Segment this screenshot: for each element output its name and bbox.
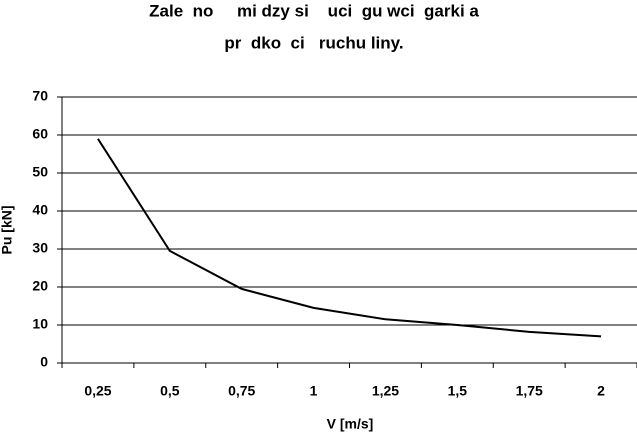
y-tick-label: 20	[32, 278, 48, 294]
y-tick-label: 50	[32, 164, 48, 180]
data-line	[97, 138, 602, 338]
y-tick-label: 60	[32, 126, 48, 142]
x-tick-label: 1,5	[448, 383, 468, 399]
y-tick-label: 10	[32, 316, 48, 332]
x-tick-label: 0,5	[160, 383, 180, 399]
x-tick-label: 0,75	[228, 383, 255, 399]
x-tick-label: 1,25	[372, 383, 399, 399]
y-tick-label: 0	[40, 354, 48, 370]
chart-title: Zale no mi dzy si uci gu wci garki a	[149, 1, 479, 20]
y-tick-label: 40	[32, 202, 48, 218]
x-tick-label: 1	[310, 383, 318, 399]
x-tick-label: 1,75	[516, 383, 543, 399]
x-tick-label: 0,25	[84, 383, 111, 399]
x-tick-label: 2	[597, 383, 605, 399]
y-tick-label: 70	[32, 88, 48, 104]
y-axis-label: Pu [kN]	[0, 206, 15, 255]
y-tick-label: 30	[32, 240, 48, 256]
chart-title: pr dko ci ruchu liny.	[224, 33, 403, 52]
x-axis-label: V [m/s]	[327, 416, 374, 432]
